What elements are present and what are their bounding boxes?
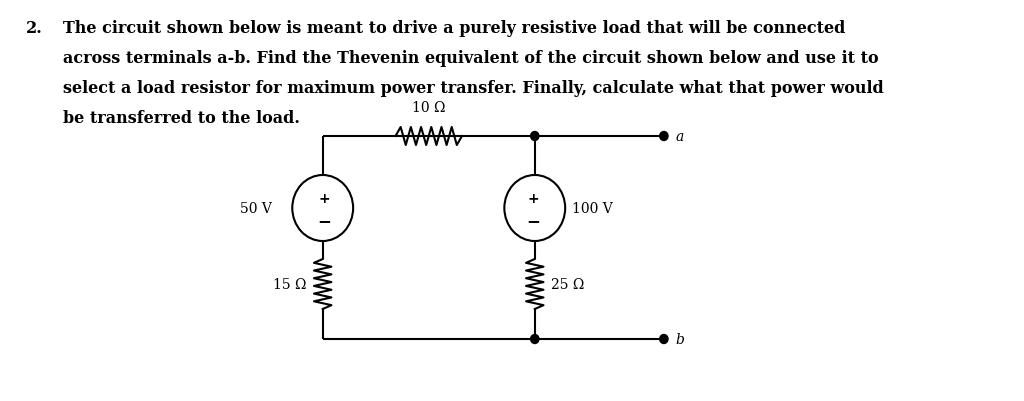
Text: 100 V: 100 V xyxy=(571,201,612,215)
Circle shape xyxy=(530,132,539,141)
Circle shape xyxy=(659,335,668,344)
Text: +: + xyxy=(527,192,539,205)
Text: b: b xyxy=(676,332,685,346)
Text: −: − xyxy=(317,211,332,229)
Text: across terminals a-b. Find the Thevenin equivalent of the circuit shown below an: across terminals a-b. Find the Thevenin … xyxy=(62,50,879,67)
Text: 10 Ω: 10 Ω xyxy=(412,101,445,115)
Text: 25 Ω: 25 Ω xyxy=(551,277,585,291)
Text: 50 V: 50 V xyxy=(240,201,272,215)
Text: 2.: 2. xyxy=(26,20,43,37)
Text: The circuit shown below is meant to drive a purely resistive load that will be c: The circuit shown below is meant to driv… xyxy=(62,20,845,37)
Circle shape xyxy=(659,132,668,141)
Circle shape xyxy=(530,335,539,344)
Text: be transferred to the load.: be transferred to the load. xyxy=(62,110,300,127)
Text: +: + xyxy=(318,192,331,205)
Text: a: a xyxy=(676,130,684,144)
Text: −: − xyxy=(526,211,540,229)
Text: select a load resistor for maximum power transfer. Finally, calculate what that : select a load resistor for maximum power… xyxy=(62,80,884,97)
Text: 15 Ω: 15 Ω xyxy=(272,277,306,291)
